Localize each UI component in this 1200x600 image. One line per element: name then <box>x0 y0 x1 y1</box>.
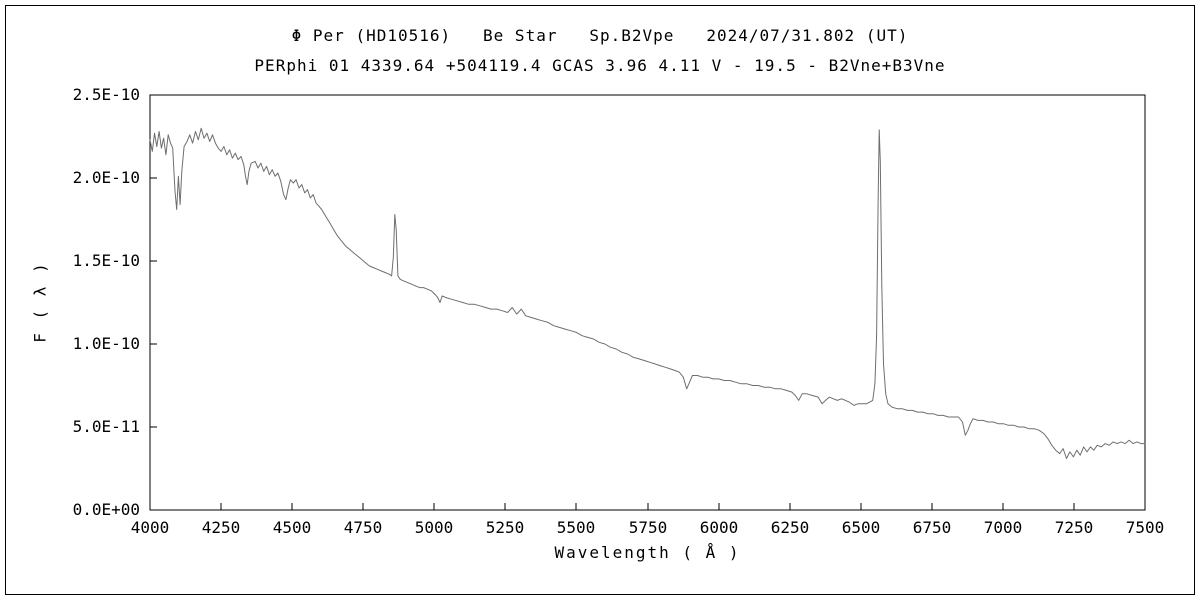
x-tick-label: 4250 <box>202 518 241 537</box>
x-tick-label: 6250 <box>771 518 810 537</box>
x-tick-label: 5750 <box>629 518 668 537</box>
y-tick-label: 5.0E-11 <box>73 417 140 436</box>
spectrum-line <box>149 127 1146 459</box>
y-tick-label: 1.0E-10 <box>73 334 140 353</box>
x-tick-label: 4750 <box>344 518 383 537</box>
x-tick-label: 7500 <box>1126 518 1165 537</box>
y-tick-label: 2.5E-10 <box>73 85 140 104</box>
x-tick-label: 6750 <box>913 518 952 537</box>
x-tick-label: 5000 <box>415 518 454 537</box>
x-tick-label: 4000 <box>131 518 170 537</box>
y-tick-label: 2.0E-10 <box>73 168 140 187</box>
x-tick-label: 6500 <box>842 518 881 537</box>
x-tick-label: 6000 <box>700 518 739 537</box>
x-tick-label: 5250 <box>486 518 525 537</box>
x-axis-label: Wavelength ( Å ) <box>554 543 741 562</box>
plot-frame <box>149 94 1146 511</box>
y-tick-label: 0.0E+00 <box>73 500 140 519</box>
x-tick-label: 7000 <box>984 518 1023 537</box>
y-tick-label: 1.5E-10 <box>73 251 140 270</box>
x-tick-label: 4500 <box>273 518 312 537</box>
chart-subtitle: PERphi 01 4339.64 +504119.4 GCAS 3.96 4.… <box>254 56 946 75</box>
x-tick-label: 7250 <box>1055 518 1094 537</box>
chart-title: Φ Per (HD10516) Be Star Sp.B2Vpe 2024/07… <box>291 26 909 45</box>
x-tick-label: 5500 <box>557 518 596 537</box>
